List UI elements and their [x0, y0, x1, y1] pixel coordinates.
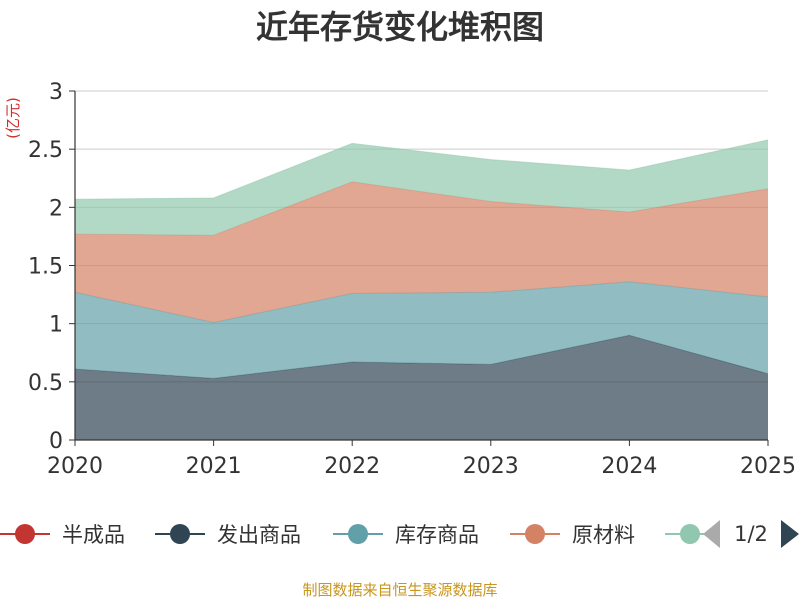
y-tick-label: 2: [49, 196, 63, 221]
data-source-note: 制图数据来自恒生聚源数据库: [302, 581, 497, 599]
legend-marker: [170, 524, 190, 544]
area-series-4: [75, 139, 768, 236]
legend-marker: [680, 524, 700, 544]
legend-item-0[interactable]: 半成品: [0, 523, 125, 547]
legend-item-2[interactable]: 库存商品: [333, 523, 479, 547]
legend-next-icon[interactable]: [781, 520, 799, 548]
area-series-1: [75, 335, 768, 440]
legend-label: 发出商品: [217, 523, 301, 547]
legend-marker: [15, 524, 35, 544]
legend[interactable]: 半成品 发出商品 库存商品 原材料: [0, 523, 715, 547]
x-tick-label: 2025: [740, 454, 796, 479]
area-series-3: [75, 181, 768, 323]
chart-title: 近年存货变化堆积图: [256, 8, 544, 46]
axes: 0 0.5 1 1.5 2 2.5 3 2020 2021 2022 2023 2024 2025: [28, 80, 796, 479]
x-tick-label: 2020: [47, 454, 103, 479]
y-tick-label: 1.5: [28, 255, 63, 280]
y-axis-unit-label: (亿元): [4, 97, 22, 139]
x-tick-label: 2024: [601, 454, 657, 479]
legend-label: 半成品: [62, 523, 125, 547]
y-tick-label: 3: [49, 80, 63, 105]
y-tick-label: 0.5: [28, 371, 63, 396]
legend-prev-icon[interactable]: [703, 520, 720, 548]
legend-label: 原材料: [572, 523, 635, 547]
y-tick-label: 1: [49, 313, 63, 338]
area-series-line-4: [74, 139, 769, 200]
legend-label: 库存商品: [395, 523, 479, 547]
legend-pager[interactable]: 1/2: [703, 520, 799, 548]
legend-item-3[interactable]: 原材料: [510, 523, 635, 547]
area-series-2: [75, 281, 768, 379]
x-tick-label: 2021: [186, 454, 242, 479]
legend-marker: [525, 524, 545, 544]
x-tick-label: 2022: [324, 454, 380, 479]
x-tick-label: 2023: [463, 454, 519, 479]
legend-marker: [348, 524, 368, 544]
area-series: [74, 139, 769, 441]
legend-page-indicator: 1/2: [734, 522, 768, 546]
y-tick-label: 0: [49, 429, 63, 454]
y-tick-label: 2.5: [28, 138, 63, 163]
legend-item-1[interactable]: 发出商品: [155, 523, 301, 547]
